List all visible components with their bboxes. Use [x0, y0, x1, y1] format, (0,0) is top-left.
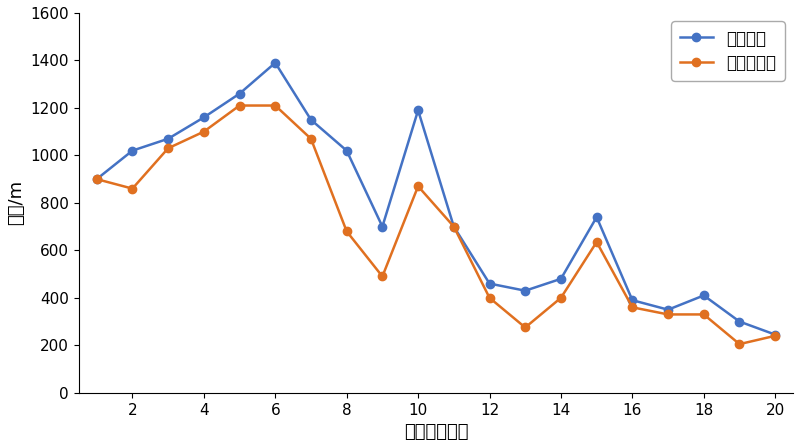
- 优化后距离: [699, 312, 709, 317]
- 原始距离: [92, 177, 102, 182]
- 原始距离: [663, 307, 673, 312]
- Line: 原始距离: 原始距离: [93, 59, 779, 339]
- 原始距离: [449, 224, 458, 229]
- 优化后距离: [521, 325, 530, 330]
- 优化后距离: [199, 129, 209, 134]
- 原始距离: [163, 136, 173, 142]
- 优化后距离: [485, 295, 494, 301]
- 原始距离: [414, 108, 423, 113]
- 优化后距离: [414, 184, 423, 189]
- 优化后距离: [270, 103, 280, 108]
- 原始距离: [342, 148, 351, 153]
- 优化后距离: [556, 295, 566, 301]
- X-axis label: 避灾路线编号: 避灾路线编号: [404, 423, 468, 441]
- 优化后距离: [163, 146, 173, 151]
- 优化后距离: [342, 228, 351, 234]
- 原始距离: [699, 293, 709, 298]
- 原始距离: [770, 332, 780, 337]
- 优化后距离: [92, 177, 102, 182]
- 原始距离: [627, 297, 637, 303]
- 原始距离: [128, 148, 138, 153]
- 原始距离: [378, 224, 387, 229]
- 优化后距离: [734, 341, 744, 347]
- Y-axis label: 长度/m: 长度/m: [7, 180, 25, 225]
- 原始距离: [270, 60, 280, 65]
- 原始距离: [521, 288, 530, 293]
- 优化后距离: [378, 274, 387, 279]
- 优化后距离: [234, 103, 244, 108]
- 优化后距离: [592, 239, 602, 245]
- 优化后距离: [663, 312, 673, 317]
- 原始距离: [234, 91, 244, 96]
- 原始距离: [306, 117, 316, 122]
- 优化后距离: [770, 333, 780, 339]
- 原始距离: [556, 276, 566, 281]
- 优化后距离: [627, 305, 637, 310]
- 原始距离: [199, 115, 209, 120]
- 原始距离: [734, 319, 744, 324]
- 优化后距离: [306, 136, 316, 142]
- 优化后距离: [449, 224, 458, 229]
- Line: 优化后距离: 优化后距离: [93, 101, 779, 348]
- 原始距离: [485, 281, 494, 286]
- Legend: 原始距离, 优化后距离: 原始距离, 优化后距离: [671, 21, 785, 81]
- 原始距离: [592, 215, 602, 220]
- 优化后距离: [128, 186, 138, 191]
